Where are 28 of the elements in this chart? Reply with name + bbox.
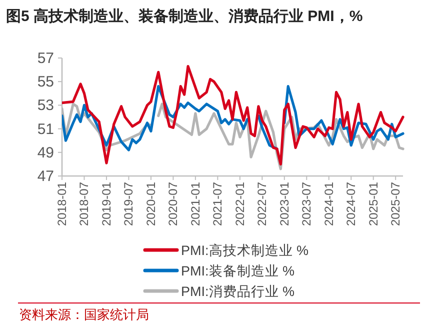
x-tick-label: 2021-01 — [188, 182, 202, 226]
x-tick-label: 2018-07 — [77, 182, 92, 226]
y-tick-label: 47 — [37, 168, 54, 185]
x-tick-label: 2021-07 — [210, 182, 225, 226]
x-tick-label: 2022-07 — [255, 182, 270, 226]
legend-label: PMI:高技术制造业 % — [181, 243, 309, 258]
y-tick-label: 57 — [37, 50, 54, 67]
chart-title: 图5 高技术制造业、装备制造业、消费品行业 PMI，% — [6, 7, 363, 25]
x-tick-label: 2023-01 — [277, 182, 292, 226]
line-series — [62, 64, 404, 166]
x-tick-label: 2025-07 — [388, 182, 403, 226]
y-tick-label: 51 — [37, 120, 54, 138]
x-tick-label: 2019-07 — [122, 182, 136, 226]
y-tick-label: 55 — [37, 74, 54, 91]
y-tick-label: 53 — [37, 97, 54, 114]
legend-label: PMI:装备制造业 % — [181, 264, 295, 278]
x-tick-label: 2024-01 — [322, 182, 336, 226]
text: 资料来源：国家统计局 — [19, 307, 149, 322]
x-tick-label: 2019-01 — [99, 182, 114, 226]
x-tick-label: 2020-07 — [166, 182, 180, 226]
x-tick-label: 2022-01 — [232, 182, 247, 226]
x-tick-label: 2018-01 — [55, 182, 69, 226]
x-tick-label: 2025-01 — [366, 182, 380, 226]
x-tick-label: 2023-07 — [300, 182, 314, 226]
x-tick-label: 2020-01 — [144, 182, 158, 226]
x-tick-label: 2024-07 — [344, 182, 358, 226]
legend-label: PMI:消费品行业 % — [181, 284, 295, 299]
y-tick-label: 49 — [37, 144, 54, 162]
